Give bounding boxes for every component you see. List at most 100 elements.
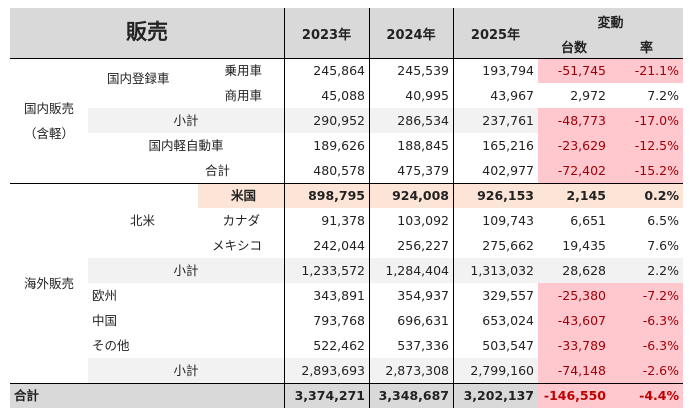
cell-other-2023[interactable]: 522,462 [313, 338, 365, 353]
cell-commercial-2023[interactable]: 45,088 [321, 88, 365, 103]
cell-domestic_total-2023[interactable]: 480,578 [313, 163, 365, 178]
cell-overseas_subtotal-change-units[interactable]: -74,148 [538, 358, 610, 383]
cell-usa-2025[interactable]: 926,153 [477, 188, 534, 203]
cell-overseas_subtotal-2024[interactable]: 2,873,308 [385, 363, 449, 378]
cell-overseas_subtotal-2025[interactable]: 2,799,160 [470, 363, 534, 378]
cell-passenger-change-rate[interactable]: -21.1% [610, 58, 683, 83]
cell-canada-2023[interactable]: 91,378 [321, 213, 365, 228]
cell-domestic_registered_subtotal-2025[interactable]: 237,761 [482, 113, 534, 128]
cell-grand_total-2024[interactable]: 3,348,687 [378, 388, 449, 403]
cell-domestic_total-2024[interactable]: 475,379 [397, 163, 449, 178]
cell-mexico-change-rate[interactable]: 7.6% [647, 238, 679, 253]
cell-mexico-2025[interactable]: 275,662 [482, 238, 534, 253]
divider [10, 182, 683, 184]
header-2023[interactable]: 2023年 [301, 28, 352, 43]
cell-other-2024[interactable]: 537,336 [397, 338, 449, 353]
cell-other-change-rate[interactable]: -6.3% [610, 333, 683, 358]
cell-north_america_subtotal-2025[interactable]: 1,313,032 [470, 263, 534, 278]
cell-canada-change-units[interactable]: 6,651 [570, 213, 606, 228]
label-subtotal-overseas: 小計 [173, 363, 199, 378]
cell-domestic_kei-2024[interactable]: 188,845 [397, 138, 449, 153]
label-europe: 欧州 [92, 288, 118, 303]
cell-commercial-change-units[interactable]: 2,972 [570, 88, 606, 103]
header-2025[interactable]: 2025年 [470, 28, 521, 43]
cell-china-2023[interactable]: 793,768 [313, 313, 365, 328]
cell-china-change-rate[interactable]: -6.3% [610, 308, 683, 333]
cell-china-2025[interactable]: 653,024 [482, 313, 534, 328]
cell-domestic_registered_subtotal-change-rate[interactable]: -17.0% [610, 108, 683, 133]
cell-domestic_total-change-units[interactable]: -72,402 [538, 158, 610, 183]
cell-europe-2025[interactable]: 329,557 [482, 288, 534, 303]
cell-europe-2024[interactable]: 354,937 [397, 288, 449, 303]
cell-domestic_total-2025[interactable]: 402,977 [482, 163, 534, 178]
header-2024[interactable]: 2024年 [386, 28, 436, 43]
cell-passenger-change-units[interactable]: -51,745 [538, 58, 610, 83]
divider [10, 57, 683, 59]
cell-overseas_subtotal-2023[interactable]: 2,893,693 [301, 363, 365, 378]
label-commercial: 商用車 [224, 88, 262, 103]
cell-europe-change-rate[interactable]: -7.2% [610, 283, 683, 308]
label-mexico: メキシコ [211, 238, 262, 253]
divider [10, 382, 683, 384]
cell-north_america_subtotal-2023[interactable]: 1,233,572 [301, 263, 365, 278]
label-domestic-kei: 国内軽自動車 [148, 138, 224, 153]
table-row [88, 258, 683, 283]
divider [283, 8, 285, 408]
cell-grand_total-change-rate[interactable]: -4.4% [610, 383, 683, 408]
cell-china-change-units[interactable]: -43,607 [538, 308, 610, 333]
cell-mexico-2023[interactable]: 242,044 [313, 238, 365, 253]
cell-north_america_subtotal-change-rate[interactable]: 2.2% [647, 263, 679, 278]
cell-europe-change-units[interactable]: -25,380 [538, 283, 610, 308]
header-change-rate[interactable]: 率 [639, 41, 653, 56]
cell-passenger-2024[interactable]: 245,539 [397, 63, 449, 78]
cell-domestic_kei-2023[interactable]: 189,626 [313, 138, 365, 153]
cell-north_america_subtotal-2024[interactable]: 1,284,404 [385, 263, 449, 278]
cell-commercial-2025[interactable]: 43,967 [490, 88, 534, 103]
cell-usa-change-rate[interactable]: 0.2% [644, 188, 679, 203]
table-header [10, 8, 683, 58]
header-change-units[interactable]: 台数 [560, 41, 587, 56]
cell-overseas_subtotal-change-rate[interactable]: -2.6% [610, 358, 683, 383]
label-canada: カナダ [222, 213, 260, 228]
cell-other-change-units[interactable]: -33,789 [538, 333, 610, 358]
label-domestic-sales-note: （含軽） [23, 126, 74, 141]
cell-domestic_kei-2025[interactable]: 165,216 [482, 138, 534, 153]
label-usa: 米国 [230, 188, 256, 203]
cell-domestic_registered_subtotal-change-units[interactable]: -48,773 [538, 108, 610, 133]
cell-canada-2024[interactable]: 103,092 [397, 213, 449, 228]
divider [452, 8, 454, 408]
cell-usa-change-units[interactable]: 2,145 [566, 188, 606, 203]
cell-grand_total-change-units[interactable]: -146,550 [538, 383, 610, 408]
cell-domestic_kei-change-rate[interactable]: -12.5% [610, 133, 683, 158]
label-subtotal-domestic-registered: 小計 [173, 113, 199, 128]
cell-other-2025[interactable]: 503,547 [482, 338, 534, 353]
cell-commercial-2024[interactable]: 40,995 [405, 88, 449, 103]
label-subtotal-north-america: 小計 [173, 263, 199, 278]
table-row [198, 183, 683, 208]
cell-europe-2023[interactable]: 343,891 [313, 288, 365, 303]
label-north-america: 北米 [130, 213, 156, 228]
divider [368, 8, 370, 408]
label-domestic-sales: 国内販売 [23, 101, 74, 116]
header-change[interactable]: 変動 [597, 16, 624, 31]
cell-mexico-change-units[interactable]: 19,435 [562, 238, 606, 253]
cell-passenger-2023[interactable]: 245,864 [313, 63, 365, 78]
cell-canada-change-rate[interactable]: 6.5% [647, 213, 679, 228]
cell-usa-2024[interactable]: 924,008 [392, 188, 449, 203]
cell-grand_total-2023[interactable]: 3,374,271 [294, 388, 365, 403]
label-overseas-sales: 海外販売 [23, 276, 74, 291]
cell-mexico-2024[interactable]: 256,227 [397, 238, 449, 253]
cell-domestic_total-change-rate[interactable]: -15.2% [610, 158, 683, 183]
cell-north_america_subtotal-change-units[interactable]: 28,628 [562, 263, 606, 278]
cell-passenger-2025[interactable]: 193,794 [482, 63, 534, 78]
cell-domestic_registered_subtotal-2023[interactable]: 290,952 [313, 113, 365, 128]
label-china: 中国 [92, 313, 118, 328]
cell-usa-2023[interactable]: 898,795 [308, 188, 365, 203]
label-other: その他 [92, 338, 130, 353]
cell-grand_total-2025[interactable]: 3,202,137 [463, 388, 534, 403]
cell-commercial-change-rate[interactable]: 7.2% [647, 88, 679, 103]
cell-canada-2025[interactable]: 109,743 [482, 213, 534, 228]
cell-china-2024[interactable]: 696,631 [397, 313, 449, 328]
cell-domestic_kei-change-units[interactable]: -23,629 [538, 133, 610, 158]
cell-domestic_registered_subtotal-2024[interactable]: 286,534 [397, 113, 449, 128]
